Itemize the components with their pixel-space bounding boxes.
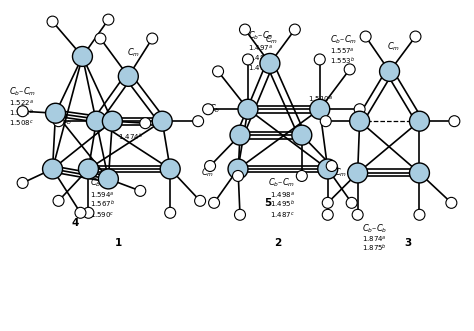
Text: $C_b$–$C_b$: $C_b$–$C_b$: [91, 177, 116, 189]
Circle shape: [228, 159, 248, 179]
Circle shape: [310, 99, 330, 119]
Circle shape: [202, 104, 214, 115]
Circle shape: [95, 33, 106, 44]
Text: 1.553$^b$: 1.553$^b$: [330, 56, 355, 67]
Circle shape: [314, 54, 325, 65]
Text: 4: 4: [72, 218, 79, 228]
Circle shape: [320, 116, 331, 127]
Circle shape: [380, 62, 400, 81]
Text: 1: 1: [115, 238, 122, 248]
Circle shape: [360, 31, 371, 42]
Circle shape: [239, 24, 250, 35]
Circle shape: [230, 125, 250, 145]
Text: $C_m$: $C_m$: [127, 47, 140, 60]
Text: 1.514$^b$: 1.514$^b$: [9, 108, 34, 119]
Circle shape: [346, 197, 357, 208]
Text: 3: 3: [404, 238, 411, 248]
Circle shape: [79, 159, 99, 179]
Circle shape: [135, 185, 146, 196]
Circle shape: [43, 159, 63, 179]
Text: 1.508$^c$: 1.508$^c$: [9, 118, 33, 128]
Circle shape: [354, 104, 365, 115]
Text: 1.497$^a$: 1.497$^a$: [248, 43, 273, 54]
Circle shape: [344, 64, 355, 75]
Text: 1.495$^b$: 1.495$^b$: [270, 199, 295, 211]
Circle shape: [233, 170, 244, 181]
Text: $C_b$–$C_m$: $C_b$–$C_m$: [9, 85, 36, 98]
Circle shape: [47, 16, 58, 27]
Text: $C_m$: $C_m$: [265, 33, 279, 45]
Circle shape: [205, 161, 216, 171]
Circle shape: [410, 31, 421, 42]
Circle shape: [160, 159, 180, 179]
Circle shape: [322, 197, 333, 208]
Circle shape: [99, 169, 118, 189]
Text: $C_b$–$C_m$: $C_b$–$C_m$: [268, 177, 295, 189]
Circle shape: [147, 33, 158, 44]
Text: $C_b$–$C_b$: $C_b$–$C_b$: [362, 222, 387, 235]
Text: $C_m$: $C_m$: [201, 167, 214, 179]
Text: 1.510$^a$: 1.510$^a$: [308, 94, 333, 104]
Circle shape: [195, 195, 206, 206]
Circle shape: [86, 111, 106, 131]
Circle shape: [326, 161, 337, 171]
Text: $C_m$: $C_m$: [387, 41, 400, 54]
Circle shape: [53, 195, 64, 206]
Circle shape: [235, 209, 246, 220]
Text: 1.474$^b$: 1.474$^b$: [118, 131, 143, 143]
Text: $C_m$: $C_m$: [334, 167, 347, 179]
Text: 1.567$^b$: 1.567$^b$: [91, 199, 115, 211]
Circle shape: [192, 116, 204, 127]
Circle shape: [46, 103, 65, 123]
Circle shape: [17, 177, 28, 188]
Text: $C_b$: $C_b$: [61, 115, 73, 127]
Circle shape: [212, 66, 224, 77]
Circle shape: [318, 159, 337, 179]
Text: 1.487$^c$: 1.487$^c$: [270, 210, 295, 220]
Circle shape: [352, 209, 363, 220]
Text: $C_b$–$C_m$: $C_b$–$C_m$: [330, 33, 357, 46]
Circle shape: [140, 118, 151, 129]
Circle shape: [75, 207, 86, 218]
Circle shape: [118, 67, 138, 86]
Circle shape: [260, 54, 280, 73]
Text: $C_b$: $C_b$: [320, 115, 332, 127]
Text: 2: 2: [274, 238, 282, 248]
Circle shape: [289, 24, 301, 35]
Circle shape: [209, 197, 219, 208]
Circle shape: [296, 170, 307, 181]
Circle shape: [17, 106, 28, 117]
Circle shape: [83, 207, 94, 218]
Text: 1.498$^a$: 1.498$^a$: [270, 190, 295, 200]
Circle shape: [449, 116, 460, 127]
Text: 1.874$^a$: 1.874$^a$: [362, 234, 386, 244]
Circle shape: [164, 207, 176, 218]
Text: 1.590$^c$: 1.590$^c$: [91, 210, 115, 220]
Circle shape: [53, 116, 64, 127]
Circle shape: [322, 209, 333, 220]
Circle shape: [238, 99, 258, 119]
Circle shape: [350, 111, 370, 131]
Circle shape: [410, 111, 429, 131]
Text: $C_b$–$C_b$: $C_b$–$C_b$: [248, 29, 273, 42]
Circle shape: [414, 209, 425, 220]
Circle shape: [243, 54, 254, 65]
Circle shape: [152, 111, 172, 131]
Text: 1.594$^a$: 1.594$^a$: [91, 190, 115, 200]
Circle shape: [446, 197, 457, 208]
Text: 1.522$^a$: 1.522$^a$: [9, 98, 34, 108]
Circle shape: [410, 163, 429, 183]
Circle shape: [73, 46, 92, 67]
Text: 1.557$^a$: 1.557$^a$: [330, 46, 354, 57]
Text: 5: 5: [264, 198, 272, 208]
Circle shape: [103, 14, 114, 25]
Text: 1.485$^b$: 1.485$^b$: [248, 53, 273, 64]
Text: 1.875$^b$: 1.875$^b$: [362, 243, 386, 254]
Text: $C_b$: $C_b$: [209, 103, 220, 116]
Text: 1.498$^c$: 1.498$^c$: [248, 64, 273, 73]
Circle shape: [347, 163, 368, 183]
Circle shape: [292, 125, 312, 145]
Circle shape: [102, 111, 122, 131]
